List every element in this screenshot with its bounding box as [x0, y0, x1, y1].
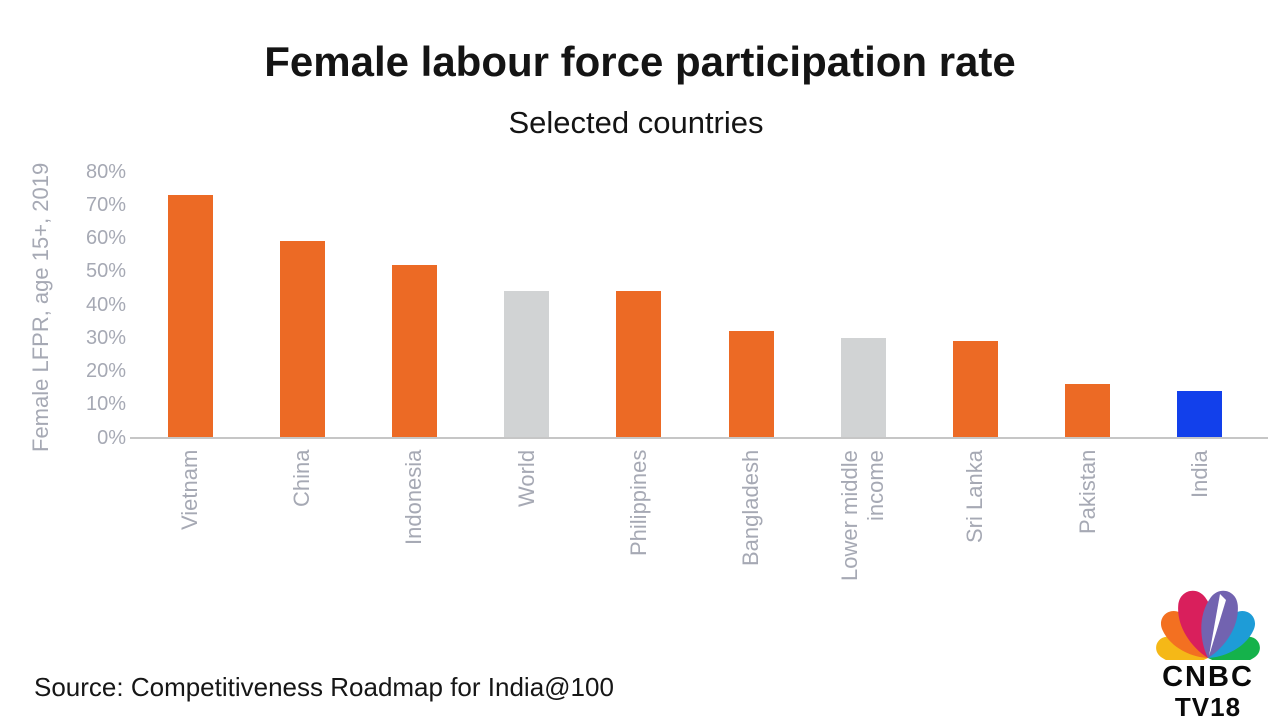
x-axis-label-philippines: Philippines — [625, 450, 651, 557]
chart-title: Female labour force participation rate — [264, 38, 1016, 85]
bar-sri-lanka — [952, 341, 998, 438]
x-axis-label-pakistan: Pakistan — [1074, 450, 1100, 535]
y-tick-label: 70% — [85, 193, 126, 216]
logo-text-cnbc: CNBC — [1162, 661, 1254, 693]
x-axis-label-indonesia: Indonesia — [401, 450, 427, 546]
bar-philippines — [616, 291, 662, 438]
y-tick-label: 80% — [85, 160, 126, 183]
x-axis-label-world: World — [513, 450, 539, 508]
bar-indonesia — [391, 264, 437, 438]
peacock-icon — [1156, 590, 1260, 660]
bar-pakistan — [1065, 384, 1111, 438]
x-axis-label-india: India — [1186, 450, 1212, 498]
chart-subtitle: Selected countries — [508, 105, 764, 140]
x-axis-line — [130, 437, 1268, 439]
bar-china — [279, 241, 325, 438]
y-tick-label: 10% — [85, 393, 126, 416]
bar-vietnam — [167, 194, 213, 438]
y-tick-label: 40% — [85, 293, 126, 316]
y-axis-title: Female LFPR, age 15+, 2019 — [28, 162, 53, 452]
y-tick-label: 30% — [85, 326, 126, 349]
x-axis-label-china: China — [289, 450, 315, 508]
bar-lower-middle-income — [840, 337, 886, 438]
source-note: Source: Competitiveness Roadmap for Indi… — [34, 672, 614, 702]
y-tick-label: 60% — [85, 227, 126, 250]
bar-india — [1177, 390, 1223, 438]
y-tick-label: 0% — [97, 426, 126, 449]
x-axis-label-sri-lanka: Sri Lanka — [962, 450, 988, 543]
bar-world — [504, 291, 550, 438]
x-axis-label-lower-middle-income: Lower middle income — [837, 450, 889, 581]
y-tick-label: 20% — [85, 360, 126, 383]
cnbc-tv18-logo: CNBC TV18 — [1140, 582, 1276, 720]
logo-text-tv18: TV18 — [1174, 692, 1242, 720]
bar-bangladesh — [728, 331, 774, 438]
y-tick-label: 50% — [85, 260, 126, 283]
x-axis-label-bangladesh: Bangladesh — [738, 450, 763, 567]
x-axis-label-vietnam: Vietnam — [177, 450, 202, 531]
